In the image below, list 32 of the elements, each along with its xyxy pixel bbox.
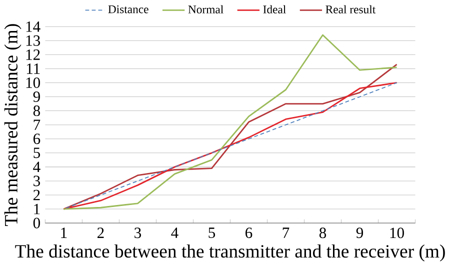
x-tick-label: 9 bbox=[356, 228, 364, 238]
y-tick-label: 12 bbox=[26, 50, 40, 60]
x-tick-label: 1 bbox=[61, 228, 67, 238]
legend-label: Real result bbox=[326, 5, 376, 14]
y-tick-label: 9 bbox=[33, 92, 40, 102]
x-tick-label: 6 bbox=[246, 228, 252, 238]
y-axis-title: The measured distance (m) bbox=[4, 24, 22, 226]
y-tick-label: 2 bbox=[33, 190, 40, 200]
x-tick-label: 4 bbox=[171, 228, 178, 238]
x-tick-label: 2 bbox=[97, 228, 104, 238]
y-tick-label: 0 bbox=[33, 218, 40, 228]
y-tick-label: 1 bbox=[34, 204, 40, 214]
y-tick-label: 8 bbox=[33, 106, 40, 116]
x-axis-title: The distance between the transmitter and the receiver (m) bbox=[15, 244, 445, 262]
y-tick-label: 3 bbox=[34, 176, 40, 186]
legend-label: Normal bbox=[188, 5, 224, 14]
line-series bbox=[62, 34, 398, 210]
y-tick-label: 10 bbox=[26, 78, 40, 88]
x-tick-label: 10 bbox=[390, 228, 404, 238]
x-tick-label: 7 bbox=[282, 228, 290, 238]
legend-label: Ideal bbox=[263, 5, 286, 14]
legend-label: Distance bbox=[108, 5, 148, 14]
y-tick-label: 14 bbox=[26, 22, 40, 32]
y-tick-label: 11 bbox=[26, 64, 40, 74]
y-tick-label: 4 bbox=[33, 162, 40, 172]
y-tick-label: 6 bbox=[33, 134, 40, 144]
x-tick-label: 5 bbox=[208, 228, 216, 238]
y-tick-label: 5 bbox=[34, 148, 40, 158]
x-tick-label: 8 bbox=[319, 228, 326, 238]
x-tick-label: 3 bbox=[134, 228, 141, 238]
y-tick-label: 13 bbox=[26, 35, 40, 46]
y-tick-label: 7 bbox=[34, 120, 40, 130]
